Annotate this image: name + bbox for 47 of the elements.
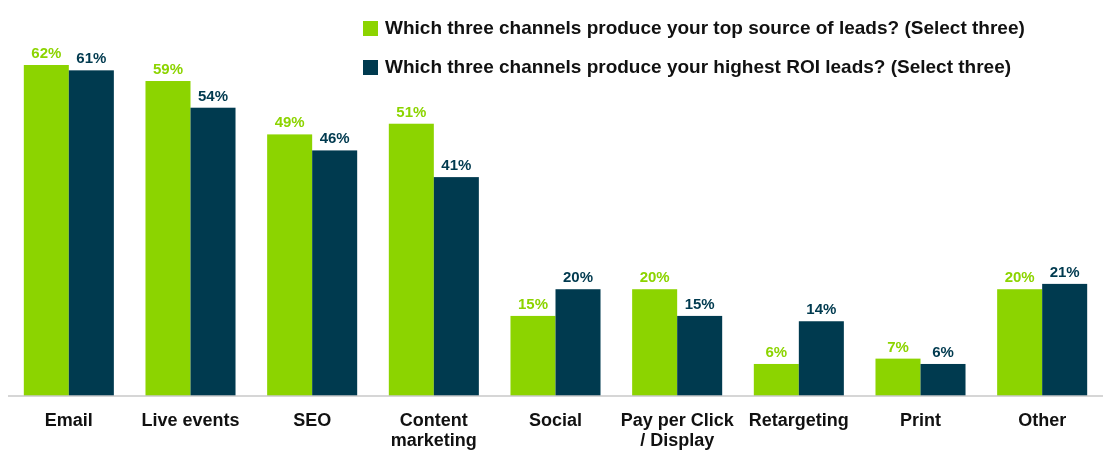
data-label: 51% [396, 102, 427, 120]
x-tick-label: Content marketing [390, 410, 477, 450]
data-label: 15% [684, 294, 715, 312]
data-label: 41% [441, 156, 472, 174]
bar [510, 315, 556, 396]
legend-label: Which three channels produce your top source of leads? (Select three) [385, 17, 1025, 38]
bar [1042, 283, 1088, 396]
x-tick-label: Retargeting [748, 410, 849, 430]
bar [68, 70, 114, 396]
data-label: 6% [932, 342, 954, 360]
data-label: 21% [1049, 262, 1080, 280]
x-tick-label: Print [899, 410, 942, 430]
bar [145, 81, 191, 396]
bar [920, 363, 966, 396]
x-tick-label: Email [44, 410, 93, 430]
bar [798, 321, 844, 396]
data-label: 59% [152, 60, 184, 78]
x-tick-label: SEO [293, 410, 332, 430]
data-label: 61% [76, 49, 107, 67]
data-label: 62% [31, 44, 62, 61]
bar [433, 177, 479, 396]
x-tick-label: Social [528, 410, 583, 430]
data-label: 49% [274, 113, 305, 131]
bar [632, 289, 678, 396]
x-tick-label: Pay per Click / Display [620, 410, 735, 450]
data-label: 15% [517, 294, 549, 312]
data-label: 20% [562, 268, 594, 286]
x-tick-label: Live events [141, 410, 240, 430]
bar [875, 358, 921, 396]
bar [267, 134, 313, 396]
data-label: 20% [639, 268, 670, 286]
data-label: 6% [765, 342, 788, 360]
data-label: 14% [806, 300, 837, 318]
bar [677, 315, 723, 396]
x-tick-label: Other [1018, 410, 1067, 430]
bar [190, 107, 236, 396]
bar [997, 289, 1043, 396]
data-label: 20% [1004, 268, 1035, 286]
data-label: 54% [197, 86, 229, 104]
bar [555, 289, 601, 396]
bar [23, 65, 69, 396]
legend-label: Which three channels produce your highest ROI leads? (Select three) [385, 56, 1012, 77]
bar [388, 123, 434, 396]
data-label: 7% [887, 337, 909, 355]
data-label: 46% [319, 129, 350, 147]
bar [753, 363, 799, 396]
bar [312, 150, 358, 396]
